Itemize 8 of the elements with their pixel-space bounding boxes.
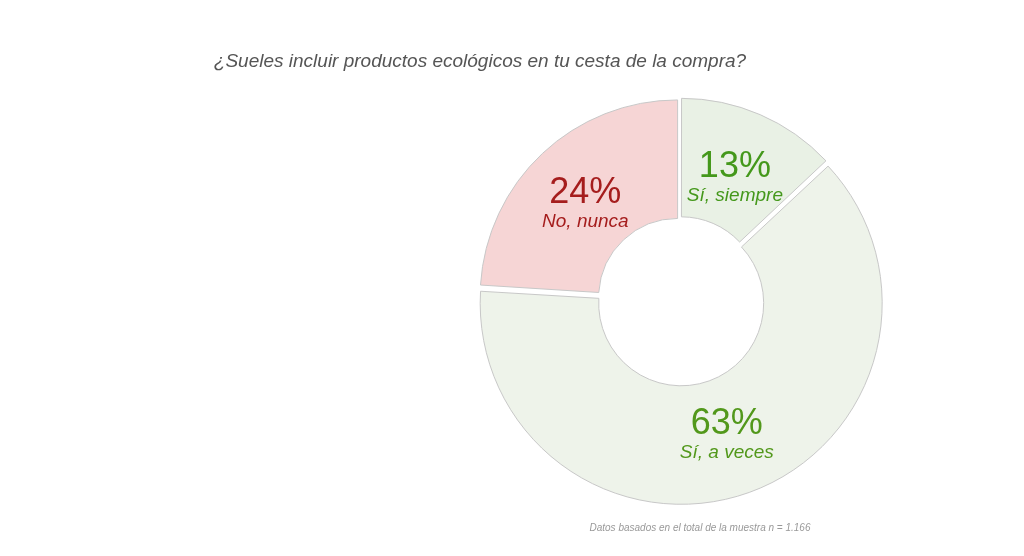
slice-label: Sí, siempre — [686, 184, 783, 206]
data-label: 24% — [549, 170, 622, 212]
slice-label: No, nunca — [542, 210, 629, 232]
slice-label: Sí, a veces — [679, 441, 775, 463]
chart-title: ¿Sueles incluir productos ecológicos en tu cesta de la compra? — [212, 50, 748, 72]
data-label: 63% — [690, 401, 763, 443]
text: Datos basados en el total de la muestra n = 1.166 — [588, 522, 812, 533]
data-label: 13% — [698, 144, 771, 186]
